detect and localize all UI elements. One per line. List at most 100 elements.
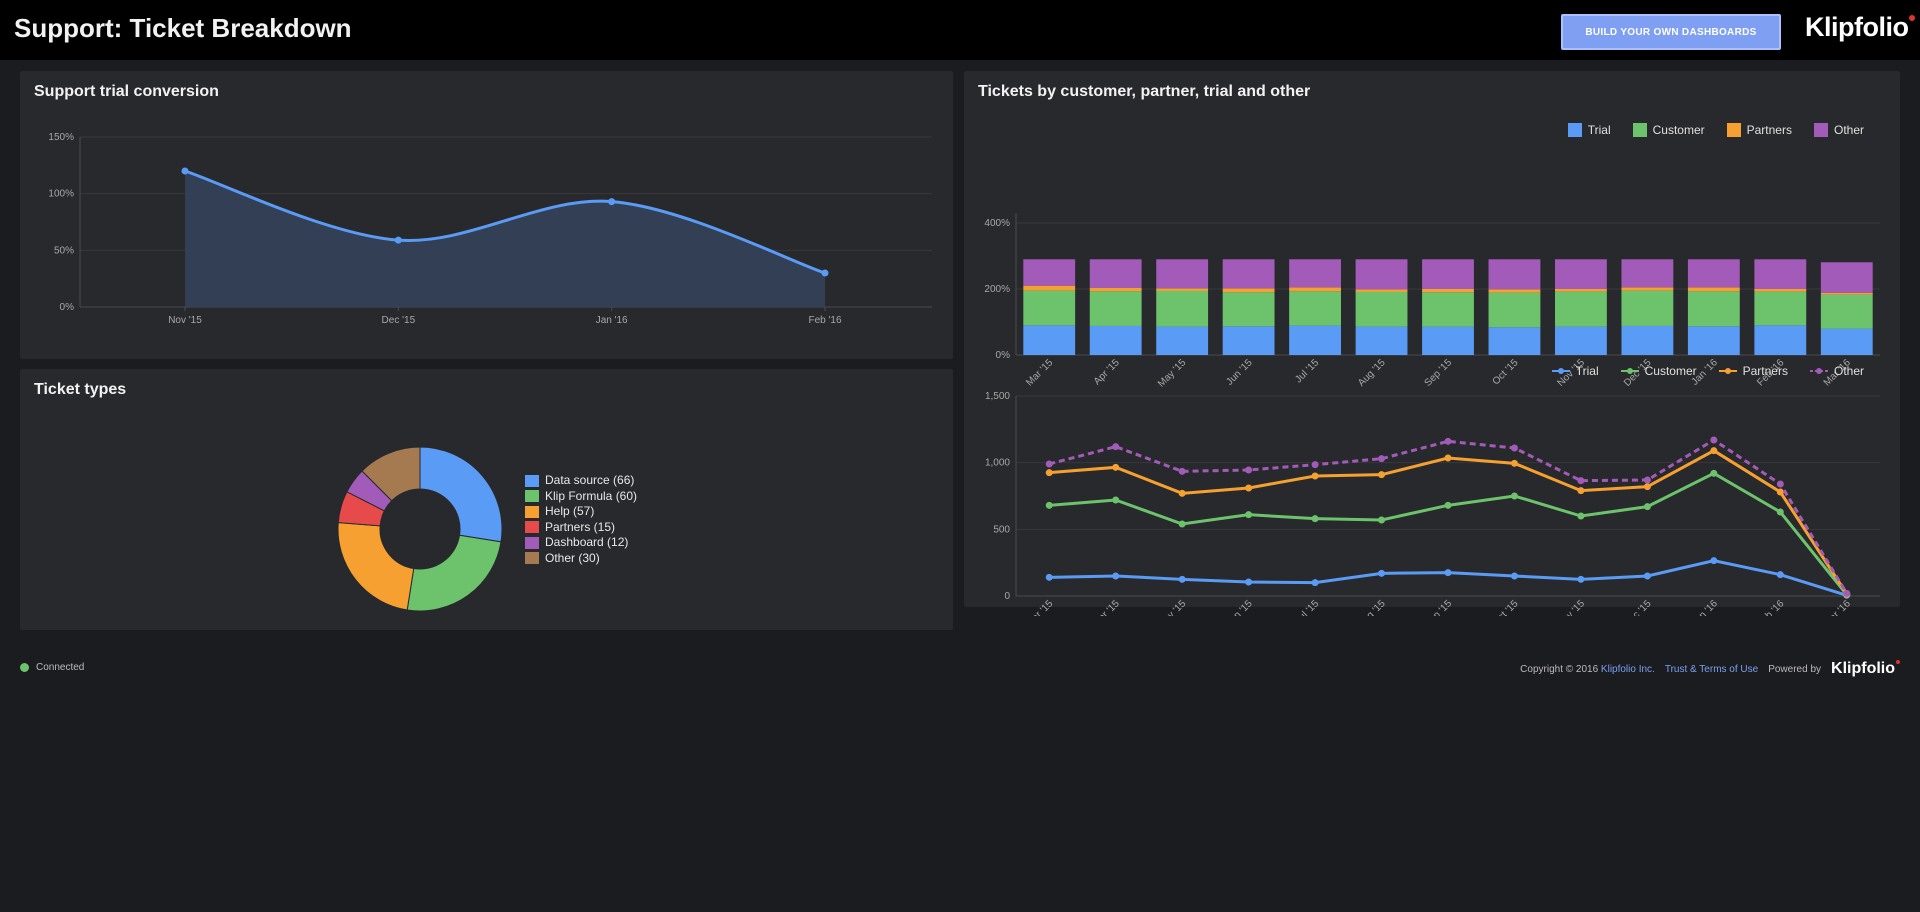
bar-segment	[1355, 326, 1408, 355]
data-point	[1510, 459, 1518, 467]
data-point	[1311, 472, 1319, 480]
top-bar: Support: Ticket Breakdown BUILD YOUR OWN…	[0, 0, 1920, 60]
legend-item: Help (57)	[525, 504, 637, 520]
data-point	[1510, 492, 1518, 500]
bar-segment	[1355, 289, 1408, 292]
footer-klipfolio-logo[interactable]: Klipfolio	[1831, 660, 1900, 678]
bar-segment	[1687, 287, 1740, 292]
data-point	[1776, 508, 1784, 516]
data-point	[1311, 579, 1319, 587]
donut-slice	[419, 446, 503, 543]
donut-slice	[337, 522, 415, 611]
bar-segment	[1555, 291, 1607, 327]
legend-swatch	[1551, 368, 1570, 374]
bar-segment	[1555, 289, 1607, 292]
data-point	[821, 269, 829, 277]
y-tick-label: 50%	[54, 245, 74, 256]
bar-segment	[1555, 259, 1607, 289]
data-point	[1178, 575, 1186, 583]
bar-segment	[1289, 259, 1341, 288]
x-tick-label: Oct '15	[1491, 598, 1521, 616]
y-tick-label: 1,500	[985, 391, 1010, 402]
legend-swatch	[1813, 123, 1828, 137]
footer: Copyright © 2016 Klipfolio Inc. Trust & …	[1520, 660, 1900, 678]
data-point	[1577, 575, 1585, 583]
data-point	[1643, 503, 1651, 511]
legend-item[interactable]: Partners	[1726, 123, 1792, 137]
data-point	[1643, 483, 1651, 491]
y-tick-label: 100%	[48, 189, 74, 200]
data-point	[1510, 572, 1518, 580]
legend-item[interactable]: Customer	[1632, 123, 1705, 137]
bar-segment	[1156, 290, 1209, 327]
x-tick-label: Dec '15	[382, 315, 416, 326]
legend-label: Customer	[1644, 364, 1697, 378]
data-point	[1577, 487, 1585, 495]
legend-label: Other	[1833, 123, 1864, 137]
data-point	[1045, 460, 1053, 468]
data-point	[608, 198, 616, 206]
data-point	[1710, 436, 1718, 444]
area-fill	[185, 171, 825, 307]
legend-label: Help (57)	[545, 504, 595, 518]
terms-link[interactable]: Trust & Terms of Use	[1664, 663, 1759, 675]
klipfolio-logo[interactable]: Klipfolio	[1805, 12, 1916, 43]
bar-segment	[1820, 294, 1873, 329]
donut-slice	[361, 446, 421, 502]
legend-swatch	[1726, 123, 1741, 137]
panel-title: Ticket types	[34, 381, 127, 398]
bar-segment	[1222, 288, 1275, 293]
data-point	[1577, 512, 1585, 520]
legend-swatch	[1718, 368, 1737, 374]
data-point	[1178, 489, 1186, 497]
legend-swatch	[525, 474, 539, 487]
data-point	[1444, 569, 1452, 577]
data-point	[1045, 573, 1053, 581]
data-point	[1776, 488, 1784, 496]
legend-item[interactable]: Other	[1809, 364, 1864, 378]
data-point	[1577, 477, 1585, 485]
x-tick-label: Nov '15	[1556, 598, 1588, 616]
y-tick-label: 500	[993, 524, 1010, 535]
footer-logo-dot-icon	[1896, 660, 1900, 664]
bar-segment	[1355, 259, 1408, 290]
bar-segment	[1222, 259, 1275, 289]
y-tick-label: 0%	[60, 302, 75, 313]
bar-segment	[1222, 326, 1275, 355]
x-tick-label: Jan '16	[596, 315, 628, 326]
legend-item[interactable]: Other	[1813, 123, 1864, 137]
x-tick-label: Aug '15	[1356, 598, 1388, 616]
legend-label: Data source (66)	[545, 473, 635, 487]
data-point	[394, 236, 402, 244]
build-dashboards-button[interactable]: BUILD YOUR OWN DASHBOARDS	[1561, 14, 1781, 50]
bar-segment	[1555, 326, 1607, 355]
data-point	[1112, 463, 1120, 471]
bar-segment	[1488, 289, 1541, 293]
legend-swatch	[525, 490, 539, 503]
bar-segment	[1289, 291, 1341, 326]
y-tick-label: 200%	[984, 284, 1010, 295]
legend-swatch	[525, 521, 539, 534]
legend-item[interactable]: Customer	[1620, 364, 1697, 378]
legend-swatch	[1620, 368, 1639, 374]
legend-swatch	[525, 505, 539, 518]
bar-segment	[1687, 291, 1740, 327]
data-point	[1510, 444, 1518, 452]
data-point	[1444, 501, 1452, 509]
donut-slice	[406, 534, 502, 612]
status-text: Connected	[36, 662, 85, 673]
legend-swatch	[1632, 123, 1647, 137]
y-tick-label: 400%	[984, 218, 1010, 229]
company-link[interactable]: Klipfolio Inc.	[1600, 663, 1655, 675]
x-tick-label: Jun '15	[1224, 598, 1255, 616]
legend-item[interactable]: Trial	[1551, 364, 1599, 378]
legend-item[interactable]: Trial	[1567, 123, 1611, 137]
ticket-types-donut-chart	[337, 446, 503, 612]
data-point	[1112, 572, 1120, 580]
legend-item[interactable]: Partners	[1718, 364, 1788, 378]
data-point	[1311, 461, 1319, 469]
series-line	[1049, 471, 1848, 596]
legend-swatch	[525, 552, 539, 565]
bar-segment	[1023, 259, 1076, 286]
bar-segment	[1089, 325, 1142, 355]
